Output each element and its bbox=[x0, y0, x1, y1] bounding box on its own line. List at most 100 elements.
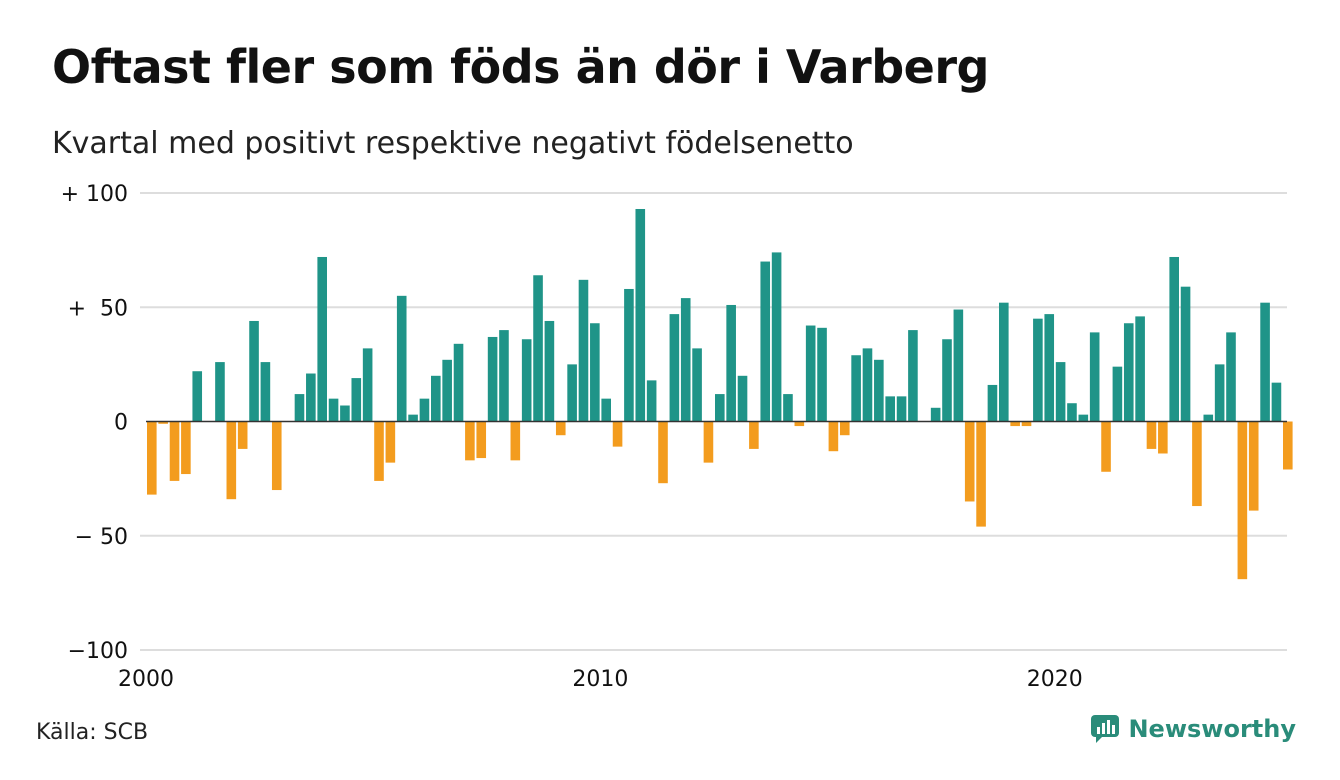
bar bbox=[465, 422, 475, 461]
bar bbox=[363, 348, 373, 421]
bar bbox=[1283, 422, 1293, 470]
bar bbox=[670, 314, 680, 421]
x-tick-label: 2020 bbox=[1027, 667, 1083, 692]
bar bbox=[1249, 422, 1259, 511]
x-axis-ticks: 2000 2010 2020 bbox=[118, 667, 1083, 692]
bar bbox=[1238, 422, 1248, 580]
bar bbox=[988, 385, 998, 422]
brand-name: Newsworthy bbox=[1128, 715, 1296, 743]
bar bbox=[1260, 303, 1270, 422]
bar bbox=[408, 415, 418, 422]
bar bbox=[760, 262, 770, 422]
source-label: Källa: SCB bbox=[36, 720, 148, 745]
bar bbox=[1113, 367, 1123, 422]
bar bbox=[874, 360, 884, 422]
bar bbox=[397, 296, 407, 422]
x-tick-label: 2010 bbox=[572, 667, 628, 692]
bar bbox=[499, 330, 509, 421]
bar bbox=[511, 422, 521, 461]
bar bbox=[704, 422, 714, 463]
bar bbox=[522, 339, 532, 421]
bar bbox=[374, 422, 384, 481]
bar bbox=[749, 422, 759, 449]
bar bbox=[647, 380, 657, 421]
bar bbox=[170, 422, 180, 481]
bar bbox=[1033, 319, 1043, 422]
bar bbox=[715, 394, 725, 421]
bar bbox=[545, 321, 555, 422]
bar bbox=[249, 321, 259, 422]
bar bbox=[1044, 314, 1054, 421]
bar bbox=[306, 374, 316, 422]
bar bbox=[1203, 415, 1213, 422]
bar bbox=[420, 399, 430, 422]
bar bbox=[340, 406, 350, 422]
bar bbox=[476, 422, 486, 459]
bar bbox=[999, 303, 1009, 422]
bar bbox=[329, 399, 339, 422]
bar bbox=[840, 422, 850, 436]
bar bbox=[238, 422, 248, 449]
bar bbox=[386, 422, 396, 463]
bar bbox=[590, 323, 600, 421]
bar bbox=[488, 337, 498, 422]
bar bbox=[863, 348, 873, 421]
bar bbox=[885, 396, 895, 421]
bar bbox=[1101, 422, 1111, 472]
bar bbox=[1158, 422, 1168, 454]
bar bbox=[908, 330, 918, 421]
y-tick-label: + 50 bbox=[68, 296, 128, 321]
bar bbox=[261, 362, 271, 421]
bar bbox=[931, 408, 941, 422]
bar bbox=[851, 355, 861, 421]
bar bbox=[442, 360, 452, 422]
bar bbox=[897, 396, 907, 421]
bar bbox=[601, 399, 611, 422]
bar bbox=[147, 422, 157, 495]
bars bbox=[147, 209, 1293, 579]
bar bbox=[1067, 403, 1077, 421]
bar bbox=[227, 422, 237, 500]
bar bbox=[1226, 332, 1236, 421]
bar bbox=[942, 339, 952, 421]
bar bbox=[351, 378, 361, 421]
y-tick-label: + 100 bbox=[61, 182, 128, 207]
bar bbox=[1272, 383, 1282, 422]
bar bbox=[965, 422, 975, 502]
bar bbox=[613, 422, 623, 447]
bar bbox=[556, 422, 566, 436]
bar bbox=[295, 394, 305, 421]
bar bbox=[658, 422, 668, 484]
bar bbox=[215, 362, 225, 421]
bar bbox=[954, 310, 964, 422]
bar bbox=[976, 422, 986, 527]
bar bbox=[1135, 316, 1145, 421]
bar bbox=[829, 422, 839, 452]
bar bbox=[692, 348, 702, 421]
brand-logo: Newsworthy bbox=[1090, 714, 1296, 744]
y-tick-label: −100 bbox=[68, 639, 128, 664]
bar bbox=[567, 364, 577, 421]
bar bbox=[1215, 364, 1225, 421]
y-axis-ticks: + 100+ 500− 50−100 bbox=[61, 182, 128, 664]
bar bbox=[272, 422, 282, 491]
newsworthy-logo-icon bbox=[1090, 714, 1120, 744]
bar bbox=[772, 252, 782, 421]
bar bbox=[454, 344, 464, 422]
bar bbox=[317, 257, 327, 422]
bar bbox=[181, 422, 191, 475]
y-tick-label: − 50 bbox=[75, 525, 128, 550]
bar-chart: + 100+ 500− 50−100 2000 2010 2020 bbox=[0, 0, 1340, 780]
bar bbox=[533, 275, 543, 421]
bar bbox=[1192, 422, 1202, 507]
bar bbox=[431, 376, 441, 422]
bar bbox=[817, 328, 827, 422]
bar bbox=[1124, 323, 1134, 421]
bar bbox=[1181, 287, 1191, 422]
bar bbox=[738, 376, 748, 422]
bar bbox=[635, 209, 645, 422]
bar bbox=[1090, 332, 1100, 421]
bar bbox=[726, 305, 736, 422]
bar bbox=[1169, 257, 1179, 422]
bar bbox=[681, 298, 691, 421]
